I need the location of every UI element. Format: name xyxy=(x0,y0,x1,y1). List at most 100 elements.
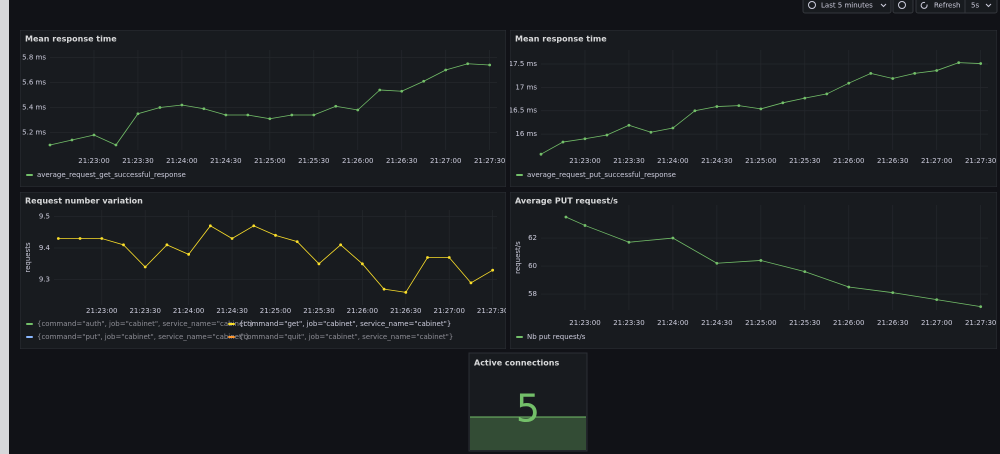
zoom-out-button[interactable] xyxy=(892,0,914,14)
legend-entry[interactable]: {command="quit", job="cabinet", service_… xyxy=(239,333,453,341)
data-point xyxy=(491,268,495,272)
x-tick-label: 21:24:30 xyxy=(210,157,241,165)
legend-entry[interactable]: average_request_get_successful_response xyxy=(37,171,186,179)
legend-entry[interactable]: Nb put request/s xyxy=(527,333,586,341)
x-tick-label: 21:27:00 xyxy=(921,157,952,165)
panel: Mean response time 16 ms 16.5 ms 17 ms 17.5 … xyxy=(509,30,997,187)
data-point xyxy=(246,113,250,117)
data-point xyxy=(847,81,851,85)
x-tick-label: 21:24:00 xyxy=(657,157,688,165)
data-point xyxy=(400,89,404,93)
data-point xyxy=(100,237,104,240)
refresh-button[interactable] xyxy=(915,0,998,14)
data-point xyxy=(426,256,429,259)
data-point xyxy=(334,104,338,108)
chevron xyxy=(880,3,887,8)
panel-title: Average PUT request/s xyxy=(515,197,618,206)
stat-sparkline-area xyxy=(470,417,586,450)
time-range-label: Last 5 minutes xyxy=(821,2,873,10)
stat-title: Active connections xyxy=(474,359,559,368)
data-point xyxy=(737,104,741,108)
data-point xyxy=(317,262,321,266)
y-tick-label: 5.6 ms xyxy=(22,79,46,87)
y-tick-label: 16.5 ms xyxy=(509,107,538,115)
data-point xyxy=(605,133,609,137)
time-range-button[interactable] xyxy=(802,0,892,14)
data-point xyxy=(564,215,568,219)
x-tick-label: 21:27:00 xyxy=(921,319,952,327)
data-point xyxy=(114,143,118,147)
data-point xyxy=(466,62,470,66)
x-tick-label: 21:23:30 xyxy=(129,307,160,315)
data-point xyxy=(693,109,697,113)
x-tick-label: 21:26:30 xyxy=(386,157,417,165)
y-axis-label: request/s xyxy=(514,241,522,274)
data-point xyxy=(627,240,631,244)
x-tick-label: 21:23:00 xyxy=(569,157,600,165)
chevron xyxy=(985,3,992,8)
interval-label[interactable]: 5s xyxy=(971,2,979,10)
data-point xyxy=(382,287,386,291)
data-point xyxy=(825,92,829,96)
zoom-icon xyxy=(898,1,906,9)
data-point xyxy=(187,252,191,256)
x-tick-label: 21:27:00 xyxy=(433,307,464,315)
data-point xyxy=(122,243,125,247)
data-point xyxy=(56,237,60,240)
data-point xyxy=(671,126,675,130)
data-point xyxy=(627,123,631,127)
stat-value: 5 xyxy=(516,387,540,431)
data-point xyxy=(803,96,807,100)
data-point xyxy=(165,243,169,247)
data-point xyxy=(224,113,228,117)
legend-entry[interactable]: {command="auth", job="cabinet", service_… xyxy=(37,320,254,328)
x-tick-label: 21:25:00 xyxy=(745,319,776,327)
legend-swatch xyxy=(516,174,523,176)
x-tick-label: 21:24:30 xyxy=(216,307,247,315)
stat-panel xyxy=(468,352,588,452)
y-tick-label: 5.2 ms xyxy=(22,129,46,137)
data-point xyxy=(539,152,543,156)
x-tick-label: 21:24:00 xyxy=(657,319,688,327)
data-point xyxy=(847,285,851,289)
x-tick-label: 21:25:00 xyxy=(254,157,285,165)
x-tick-label: 21:26:30 xyxy=(390,307,421,315)
panel-frame xyxy=(510,192,997,349)
data-point xyxy=(979,305,983,309)
panel: Request number variation 9.3 9.4 9.5 21:23:0… xyxy=(20,192,506,349)
legend-entry[interactable]: {command="get", job="cabinet", service_n… xyxy=(239,320,451,328)
data-point xyxy=(891,291,895,295)
y-tick-label: 17 ms xyxy=(515,83,537,91)
data-point xyxy=(715,261,719,265)
x-tick-label: 21:24:30 xyxy=(701,157,732,165)
data-point xyxy=(143,265,147,269)
legend-entry[interactable]: average_request_put_successful_response xyxy=(527,171,676,179)
data-point xyxy=(935,298,939,302)
data-point xyxy=(230,237,234,240)
data-point xyxy=(869,71,873,75)
data-point xyxy=(891,77,895,80)
x-tick-label: 21:25:00 xyxy=(745,157,776,165)
x-tick-label: 21:23:00 xyxy=(86,307,117,315)
y-tick-label: 16 ms xyxy=(515,130,537,138)
data-point xyxy=(48,143,52,147)
x-tick-label: 21:24:00 xyxy=(173,307,204,315)
x-tick-label: 21:25:30 xyxy=(298,157,329,165)
legend-swatch xyxy=(26,336,33,338)
data-point xyxy=(92,133,96,137)
x-tick-label: 21:27:30 xyxy=(965,157,996,165)
x-tick-label: 21:23:00 xyxy=(569,319,600,327)
legend-swatch xyxy=(26,174,33,176)
legend-entry[interactable]: {command="put", job="cabinet", service_n… xyxy=(37,333,249,341)
panel: Mean response time 5.2 ms 5.4 ms 5.6 ms 5.8 … xyxy=(20,30,506,187)
data-point xyxy=(759,107,763,111)
y-tick-label: 5.4 ms xyxy=(22,104,46,112)
x-tick-label: 21:23:30 xyxy=(613,319,644,327)
y-tick-label: 62 xyxy=(528,234,537,242)
data-point xyxy=(70,138,74,142)
data-point xyxy=(444,68,448,72)
panel-frame xyxy=(510,30,997,187)
data-point xyxy=(136,112,140,116)
data-point xyxy=(360,262,364,266)
